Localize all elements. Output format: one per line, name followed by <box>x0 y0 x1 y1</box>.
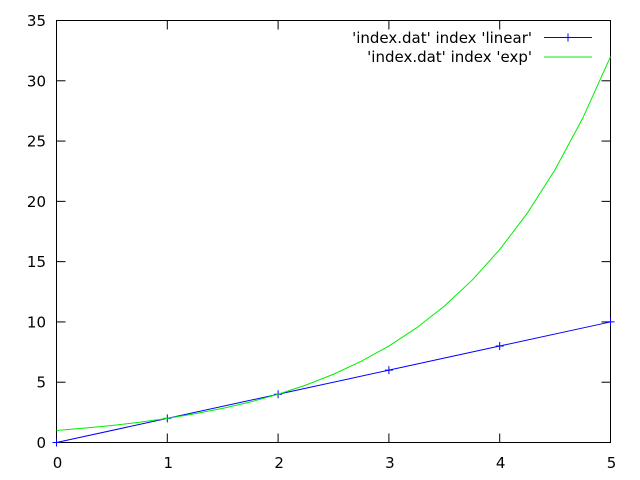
legend-entry-linear: 'index.dat' index 'linear' <box>352 29 592 47</box>
data-point-0 <box>606 317 615 326</box>
y-tick-label: 0 <box>36 434 46 452</box>
y-axis: 0 5 10 15 20 25 30 35 <box>27 12 611 452</box>
series-line-0 <box>56 321 611 443</box>
x-tick-label: 5 <box>607 454 617 472</box>
plot-frame <box>56 20 611 443</box>
legend: 'index.dat' index 'linear' 'index.dat' i… <box>352 29 592 66</box>
legend-label-linear: 'index.dat' index 'linear' <box>352 29 532 47</box>
y-tick-label: 35 <box>27 12 46 30</box>
series-layer <box>52 56 615 447</box>
y-tick-label: 5 <box>36 374 46 392</box>
x-tick-label: 2 <box>274 454 284 472</box>
x-tick-label: 0 <box>53 454 63 472</box>
legend-label-exp: 'index.dat' index 'exp' <box>367 48 532 66</box>
y-tick-label: 25 <box>27 133 46 151</box>
y-tick-label: 15 <box>27 253 46 271</box>
data-point-0 <box>384 366 393 375</box>
y-tick-label: 10 <box>27 313 46 331</box>
x-tick-label: 1 <box>164 454 174 472</box>
x-axis: 0 1 2 3 4 5 <box>53 20 617 472</box>
series-line-1 <box>56 56 611 431</box>
x-tick-label: 4 <box>496 454 506 472</box>
legend-marker-linear <box>564 33 572 42</box>
legend-entry-exp: 'index.dat' index 'exp' <box>367 48 592 66</box>
data-point-0 <box>52 438 61 447</box>
y-tick-label: 30 <box>27 72 46 90</box>
y-tick-label: 20 <box>27 193 46 211</box>
data-point-0 <box>495 342 504 351</box>
x-tick-label: 3 <box>385 454 395 472</box>
